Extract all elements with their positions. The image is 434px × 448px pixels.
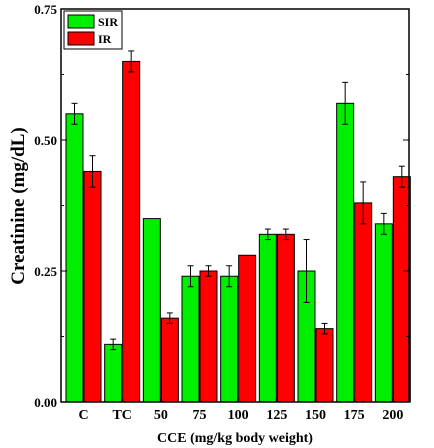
- legend-swatch-sir: [67, 14, 95, 29]
- x-tick-label-50: 50: [154, 408, 168, 423]
- x-tick-label-c: C: [78, 408, 88, 423]
- bar-ir-100: [238, 254, 257, 403]
- y-tick-label: 0.25: [34, 264, 57, 279]
- legend: SIR IR: [63, 10, 123, 50]
- tick-labels-layer: C TC 50 75 100 125 150 175 200 0.00 0.25 0.50 0.75: [34, 2, 403, 423]
- bar-ir-tc: [122, 60, 141, 403]
- y-axis-label: Creatinine (mg/dL): [8, 127, 29, 284]
- y-tick-label: 0.75: [34, 2, 57, 17]
- x-tick-label-175: 175: [344, 408, 365, 423]
- bar-ir-150: [315, 328, 334, 403]
- bar-sir-100: [220, 275, 239, 403]
- x-tick-label-200: 200: [382, 408, 403, 423]
- bar-sir-200: [374, 223, 393, 403]
- y-tick-label: 0.50: [34, 133, 57, 148]
- x-tick-label-tc: TC: [112, 408, 131, 423]
- x-axis-label: CCE (mg/kg body weight): [157, 431, 313, 446]
- bars-layer: [65, 60, 411, 403]
- bar-ir-75: [199, 270, 218, 403]
- bar-ir-125: [276, 233, 295, 403]
- legend-label-ir: IR: [98, 32, 112, 46]
- bar-sir-50: [142, 218, 161, 403]
- error-bars-layer: [71, 50, 405, 351]
- bar-ir-50: [160, 317, 179, 403]
- x-tick-label-125: 125: [266, 408, 287, 423]
- bar-sir-c: [65, 113, 84, 403]
- legend-swatch-ir: [67, 31, 95, 46]
- x-tick-label-75: 75: [193, 408, 207, 423]
- bar-ir-175: [354, 202, 373, 403]
- bar-sir-tc: [104, 343, 123, 403]
- y-tick-label: 0.00: [34, 395, 57, 410]
- bar-ir-c: [83, 170, 102, 403]
- bar-ir-200: [392, 176, 411, 403]
- x-tick-label-100: 100: [228, 408, 249, 423]
- legend-label-sir: SIR: [98, 15, 118, 29]
- axis-ticks-layer: [61, 8, 409, 403]
- bar-sir-75: [181, 275, 200, 403]
- x-tick-label-150: 150: [305, 408, 326, 423]
- bar-sir-125: [258, 233, 277, 403]
- bar-sir-175: [336, 102, 355, 403]
